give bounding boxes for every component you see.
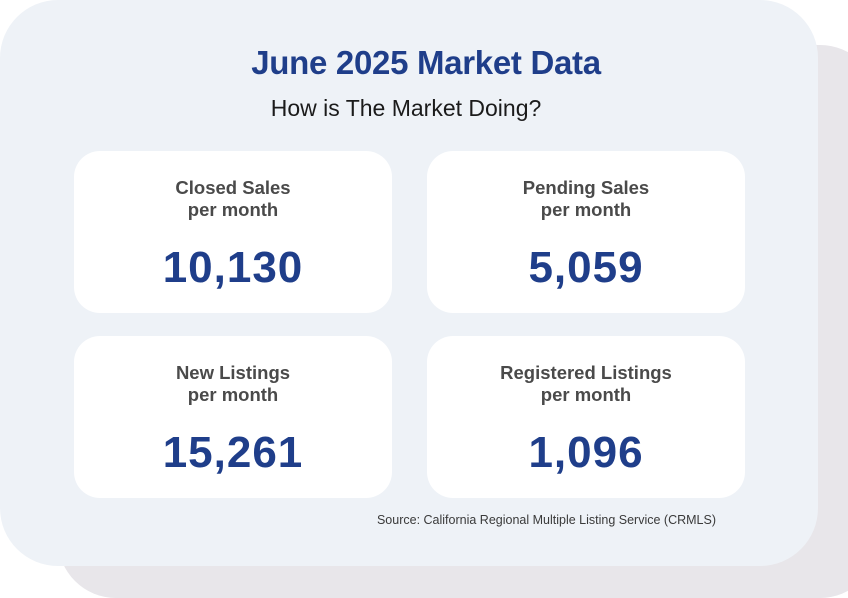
stat-label-line2: per month xyxy=(187,199,279,220)
stat-label-line2: per month xyxy=(540,199,632,220)
stat-card-pending-sales: Pending Sales per month 5,059 xyxy=(427,151,745,313)
source-citation: Source: California Regional Multiple Lis… xyxy=(376,513,716,527)
stat-value: 10,130 xyxy=(162,243,304,292)
stat-label-line1: Closed Sales xyxy=(175,177,291,198)
stat-label-line1: New Listings xyxy=(175,362,291,383)
stat-value: 5,059 xyxy=(528,243,644,292)
market-data-card: June 2025 Market Data How is The Market … xyxy=(0,0,818,566)
stat-label: Closed Sales per month xyxy=(74,177,392,221)
stat-label: Pending Sales per month xyxy=(427,177,745,221)
stat-label-line2: per month xyxy=(540,384,632,405)
page-title: June 2025 Market Data xyxy=(251,44,601,81)
page-subtitle: How is The Market Doing? xyxy=(270,95,542,121)
stat-label: New Listings per month xyxy=(74,362,392,406)
stat-label-line1: Registered Listings xyxy=(500,362,672,383)
stat-label: Registered Listings per month xyxy=(427,362,745,406)
stat-card-registered-listings: Registered Listings per month 1,096 xyxy=(427,336,745,498)
stat-label-line1: Pending Sales xyxy=(522,177,650,198)
stat-value: 15,261 xyxy=(162,428,304,477)
stat-label-line2: per month xyxy=(187,384,279,405)
stat-value: 1,096 xyxy=(528,428,644,477)
stat-card-closed-sales: Closed Sales per month 10,130 xyxy=(74,151,392,313)
stat-card-new-listings: New Listings per month 15,261 xyxy=(74,336,392,498)
